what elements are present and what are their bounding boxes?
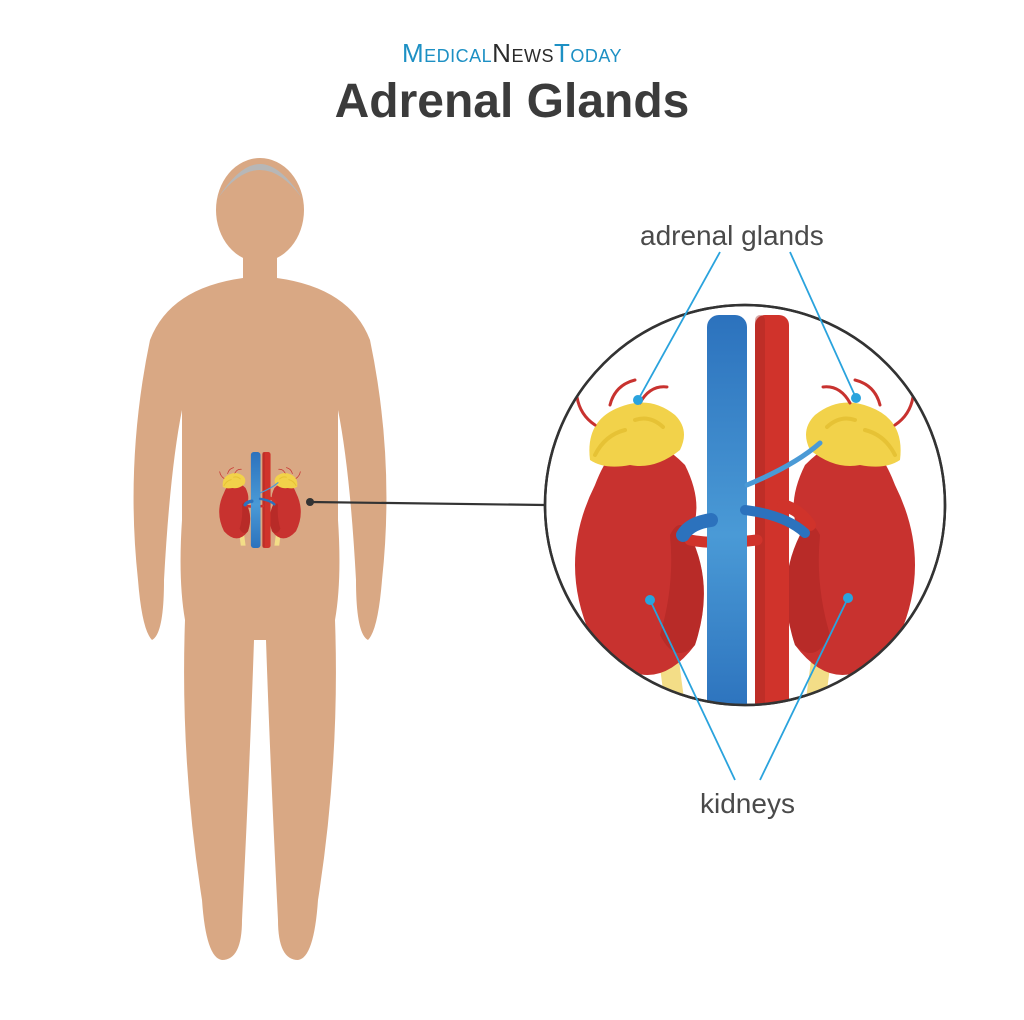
body-figure xyxy=(134,158,387,960)
infographic-root: MedicalNewsToday Adrenal Glands adrenal … xyxy=(0,0,1024,1020)
diagram-canvas xyxy=(0,0,1024,1020)
leader-line xyxy=(310,502,545,505)
